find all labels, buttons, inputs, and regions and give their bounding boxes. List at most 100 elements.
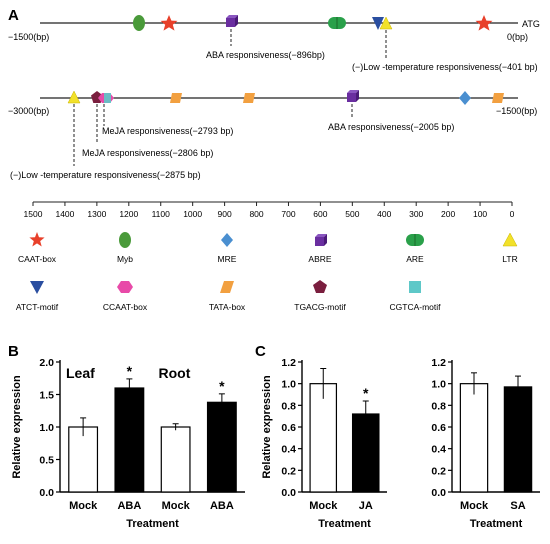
bar <box>309 383 338 493</box>
ellipse-icon <box>119 232 131 248</box>
y-tick-label: 0.2 <box>431 465 446 477</box>
y-tick-label: 0.0 <box>39 487 54 499</box>
tata-box-icon <box>243 93 255 103</box>
bar <box>503 386 533 493</box>
legend-item: CCAAT-box <box>103 281 148 312</box>
ruler-tick-label: 200 <box>441 209 455 219</box>
y-axis-label: Relative expression <box>11 375 23 479</box>
chart-c-ja: 0.0 0.2 0.4 0.6 0.8 1.0 1.2 Mock * JA Treatment Rel… <box>261 357 387 530</box>
x-tick-label: Mock <box>460 500 489 512</box>
legend-label: ABRE <box>308 254 331 264</box>
bar <box>114 387 145 493</box>
abre-icon <box>226 15 238 27</box>
bar <box>459 383 489 493</box>
x-tick-label: Mock <box>69 500 98 512</box>
square-icon <box>409 281 421 293</box>
y-tick-label: 0.0 <box>431 487 446 499</box>
ruler-tick-label: 1200 <box>119 209 138 219</box>
x-axis-label: Treatment <box>126 518 179 530</box>
ruler-tick-label: 400 <box>377 209 391 219</box>
legend-label: TATA-box <box>209 302 246 312</box>
y-tick-label: 0.8 <box>281 400 296 412</box>
atct-motif-icon <box>372 17 384 30</box>
legend-item: LTR <box>502 232 518 264</box>
group-label: Root <box>159 365 191 381</box>
ruler-tick-label: 1100 <box>152 209 171 219</box>
bar <box>160 426 191 493</box>
annotation-meja-2806: MeJA responsiveness(−2806 bp) <box>82 148 213 158</box>
legend-item: CGTCA-motif <box>390 281 441 312</box>
legend-item: ATCT-motif <box>16 281 59 312</box>
significance-marker: * <box>363 385 369 401</box>
x-tick-label: ABA <box>117 500 141 512</box>
caat-box-icon <box>160 15 178 31</box>
y-tick-label: 1.0 <box>281 379 296 391</box>
bar <box>68 426 99 493</box>
mre-icon <box>459 91 471 105</box>
x-axis-label: Treatment <box>318 518 371 530</box>
cgtca-motif-icon <box>104 93 111 103</box>
pentagon-icon <box>313 280 327 293</box>
legend-label: TGACG-motif <box>294 302 346 312</box>
line1-start-label: −1500(bp) <box>8 32 49 42</box>
legend-label: LTR <box>502 254 517 264</box>
line1-end-label: 0(bp) <box>507 32 528 42</box>
legend-item: CAAT-box <box>18 232 57 264</box>
y-tick-label: 0.2 <box>281 465 296 477</box>
ruler-tick-label: 900 <box>218 209 232 219</box>
parallelogram-icon <box>220 281 234 293</box>
x-tick-label: JA <box>359 500 373 512</box>
chart-b-leaf-root-aba: 0.0 0.5 1.0 1.5 2.0 Mock * ABA Mock * ABA Leaf Root T… <box>11 357 245 530</box>
x-tick-label: Mock <box>162 500 191 512</box>
scale-ruler: 1500 1400 1300 1200 1100 1000 900 800 700 600 500 4… <box>24 201 515 219</box>
bar <box>206 401 237 493</box>
promoter-line-1: −1500(bp) 0(bp) ATG ABA responsiveness(−… <box>8 15 540 72</box>
significance-marker: * <box>127 363 133 379</box>
y-tick-label: 0.4 <box>431 444 446 456</box>
star-icon <box>29 232 45 247</box>
y-tick-label: 0.8 <box>431 400 446 412</box>
ruler-tick-label: 1400 <box>55 209 74 219</box>
annotation-meja-2793: MeJA responsiveness(−2793 bp) <box>102 126 233 136</box>
bar <box>351 413 380 493</box>
y-tick-label: 0.4 <box>281 444 296 456</box>
ruler-tick-label: 1000 <box>183 209 202 219</box>
ruler-tick-label: 800 <box>249 209 263 219</box>
y-tick-label: 1.0 <box>39 422 54 434</box>
y-tick-label: 0.6 <box>431 422 446 434</box>
significance-marker: * <box>219 378 225 394</box>
element-legend: CAAT-box Myb MRE ABRE ARE LTR ATCT-motif CCAAT-… <box>16 232 518 312</box>
legend-item: ARE <box>406 234 424 264</box>
ruler-tick-label: 300 <box>409 209 423 219</box>
y-tick-label: 1.2 <box>281 357 296 369</box>
y-tick-label: 0.0 <box>281 487 296 499</box>
cube-icon <box>315 234 327 246</box>
legend-item: ABRE <box>308 234 332 264</box>
annotation-ltr-2875: (−)Low -temperature responsiveness(−2875… <box>10 170 201 180</box>
legend-label: Myb <box>117 254 133 264</box>
triangle-down-icon <box>30 281 44 294</box>
ruler-tick-label: 0 <box>510 209 515 219</box>
legend-label: ATCT-motif <box>16 302 59 312</box>
ltr-icon <box>379 16 393 30</box>
ruler-tick-label: 100 <box>473 209 487 219</box>
promoter-line-2: −3000(bp) −1500(bp) MeJA responsiveness(… <box>8 90 537 180</box>
annotation-aba-896: ABA responsiveness(−896bp) <box>206 50 325 60</box>
annotation-aba-2005: ABA responsiveness(−2005 bp) <box>328 122 454 132</box>
panel-label-c: C <box>255 343 266 360</box>
tata-box-icon <box>170 93 182 103</box>
y-axis-label: Relative expression <box>261 375 273 479</box>
ruler-tick-label: 1300 <box>87 209 106 219</box>
y-tick-label: 0.6 <box>281 422 296 434</box>
line2-start-label: −3000(bp) <box>8 106 49 116</box>
y-tick-label: 2.0 <box>39 357 54 369</box>
y-tick-label: 1.5 <box>39 390 54 402</box>
y-tick-label: 1.2 <box>431 357 446 369</box>
legend-item: TATA-box <box>209 281 246 312</box>
ruler-tick-label: 600 <box>313 209 327 219</box>
panel-label-b: B <box>8 343 19 360</box>
legend-item: MRE <box>218 233 237 264</box>
panel-label-a: A <box>8 7 19 24</box>
group-label: Leaf <box>66 365 95 381</box>
